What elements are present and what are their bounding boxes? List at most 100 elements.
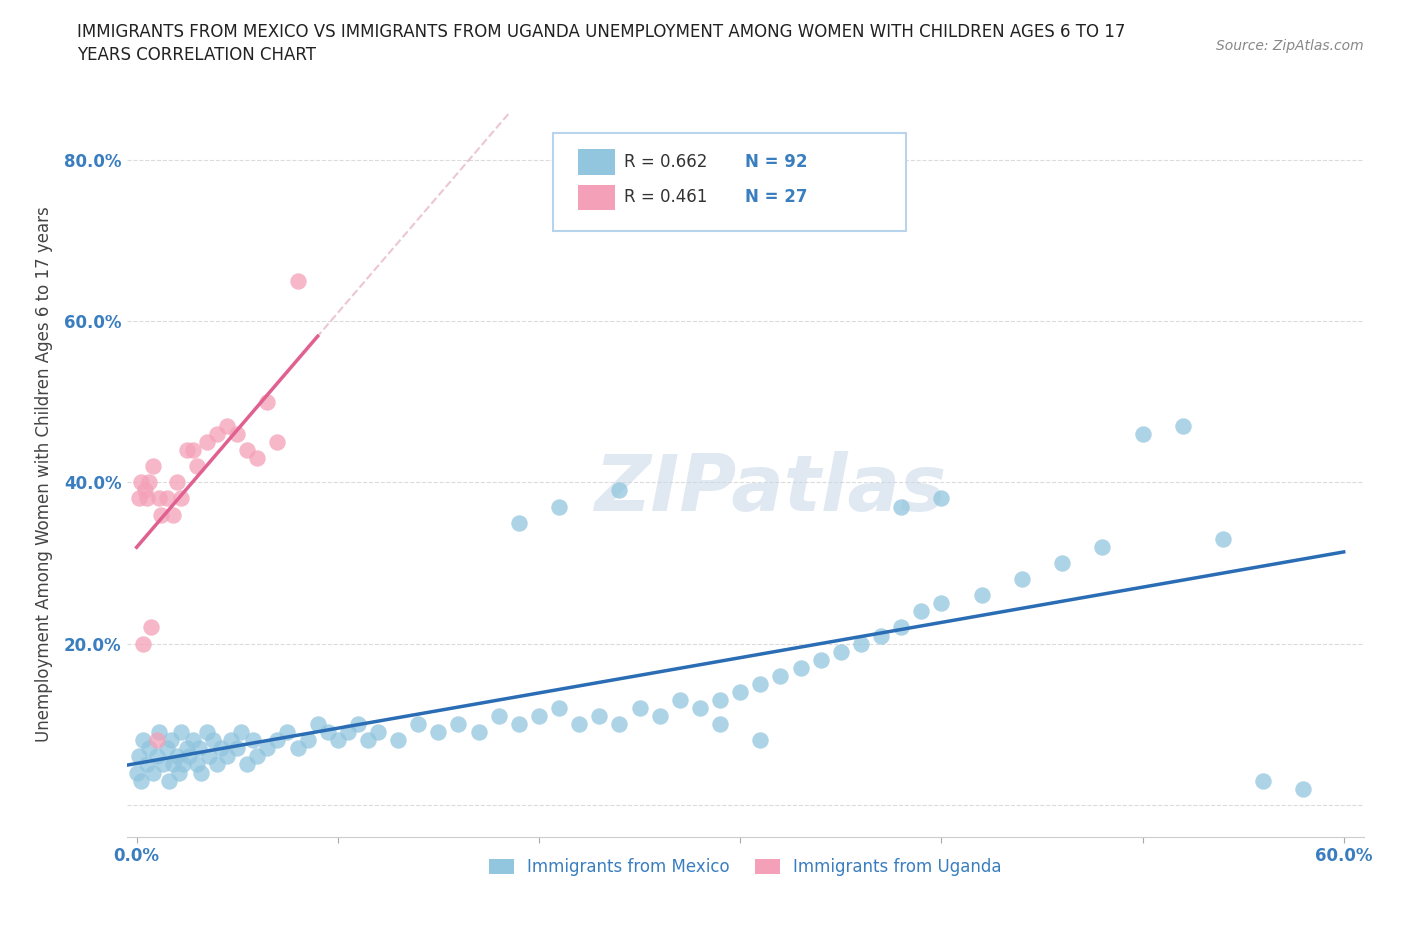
Point xyxy=(970,588,993,603)
Point xyxy=(226,427,249,442)
Text: N = 92: N = 92 xyxy=(745,153,807,170)
Point xyxy=(447,717,470,732)
Text: IMMIGRANTS FROM MEXICO VS IMMIGRANTS FROM UGANDA UNEMPLOYMENT AMONG WOMEN WITH C: IMMIGRANTS FROM MEXICO VS IMMIGRANTS FRO… xyxy=(77,23,1126,41)
Point xyxy=(190,765,212,780)
Point xyxy=(129,475,152,490)
Bar xyxy=(578,185,616,210)
Point xyxy=(508,515,530,530)
Point xyxy=(406,717,429,732)
Point xyxy=(336,724,359,739)
Point xyxy=(488,709,510,724)
Point xyxy=(138,741,160,756)
Point xyxy=(276,724,298,739)
Point xyxy=(367,724,389,739)
Point xyxy=(152,757,174,772)
Point xyxy=(548,499,571,514)
Point xyxy=(219,733,242,748)
Point xyxy=(1011,572,1033,587)
Point xyxy=(728,684,751,699)
Point xyxy=(709,693,731,708)
Point xyxy=(129,773,152,788)
Point xyxy=(188,741,211,756)
Point xyxy=(202,733,225,748)
Text: YEARS CORRELATION CHART: YEARS CORRELATION CHART xyxy=(77,46,316,64)
Point xyxy=(128,749,150,764)
Point xyxy=(205,757,228,772)
Point xyxy=(326,733,349,748)
Point xyxy=(125,765,148,780)
Point xyxy=(226,741,249,756)
Point xyxy=(749,733,772,748)
Point xyxy=(176,741,198,756)
Point xyxy=(307,717,329,732)
Point xyxy=(890,499,912,514)
Point xyxy=(131,636,153,651)
Point xyxy=(195,724,218,739)
Point xyxy=(347,717,370,732)
Point xyxy=(789,660,811,675)
Point xyxy=(548,700,571,715)
Text: N = 27: N = 27 xyxy=(745,188,807,206)
Point xyxy=(628,700,651,715)
Point xyxy=(256,394,278,409)
Point xyxy=(135,491,157,506)
Point xyxy=(568,717,591,732)
Point xyxy=(648,709,671,724)
Point xyxy=(668,693,690,708)
Point xyxy=(236,443,259,458)
Point xyxy=(170,491,193,506)
Legend: Immigrants from Mexico, Immigrants from Uganda: Immigrants from Mexico, Immigrants from … xyxy=(482,852,1008,883)
Point xyxy=(1132,427,1154,442)
Point xyxy=(156,491,179,506)
Point xyxy=(142,765,165,780)
Point xyxy=(217,418,239,433)
Point xyxy=(181,733,204,748)
Point xyxy=(287,273,309,288)
Point xyxy=(170,724,193,739)
Point xyxy=(1251,773,1274,788)
Point xyxy=(266,733,288,748)
Point xyxy=(145,749,167,764)
Point xyxy=(609,717,631,732)
Point xyxy=(467,724,489,739)
Text: ZIPatlas: ZIPatlas xyxy=(593,451,946,526)
Point xyxy=(246,451,269,466)
Point xyxy=(162,507,184,522)
Point xyxy=(1091,539,1114,554)
Point xyxy=(167,765,190,780)
Point xyxy=(236,757,259,772)
Point xyxy=(870,628,893,643)
Point xyxy=(134,483,156,498)
Point xyxy=(157,773,180,788)
Point xyxy=(205,427,228,442)
Point xyxy=(186,458,208,473)
Point xyxy=(609,483,631,498)
Bar xyxy=(578,150,616,175)
Point xyxy=(148,724,170,739)
Point xyxy=(135,757,157,772)
Point xyxy=(128,491,150,506)
Y-axis label: Unemployment Among Women with Children Ages 6 to 17 years: Unemployment Among Women with Children A… xyxy=(35,206,53,742)
Point xyxy=(242,733,264,748)
Point xyxy=(910,604,932,618)
Point xyxy=(830,644,852,659)
Point xyxy=(217,749,239,764)
Point xyxy=(139,620,162,635)
Point xyxy=(256,741,278,756)
Point xyxy=(769,669,792,684)
Point xyxy=(527,709,550,724)
Point xyxy=(689,700,711,715)
Point xyxy=(145,733,167,748)
Point xyxy=(287,741,309,756)
Point xyxy=(156,741,179,756)
Point xyxy=(266,434,288,449)
Point xyxy=(1171,418,1194,433)
Point xyxy=(427,724,450,739)
Point xyxy=(231,724,253,739)
Point xyxy=(131,733,153,748)
Point xyxy=(138,475,160,490)
Point xyxy=(508,717,530,732)
Point xyxy=(166,749,188,764)
Point xyxy=(849,636,872,651)
Point xyxy=(198,749,221,764)
